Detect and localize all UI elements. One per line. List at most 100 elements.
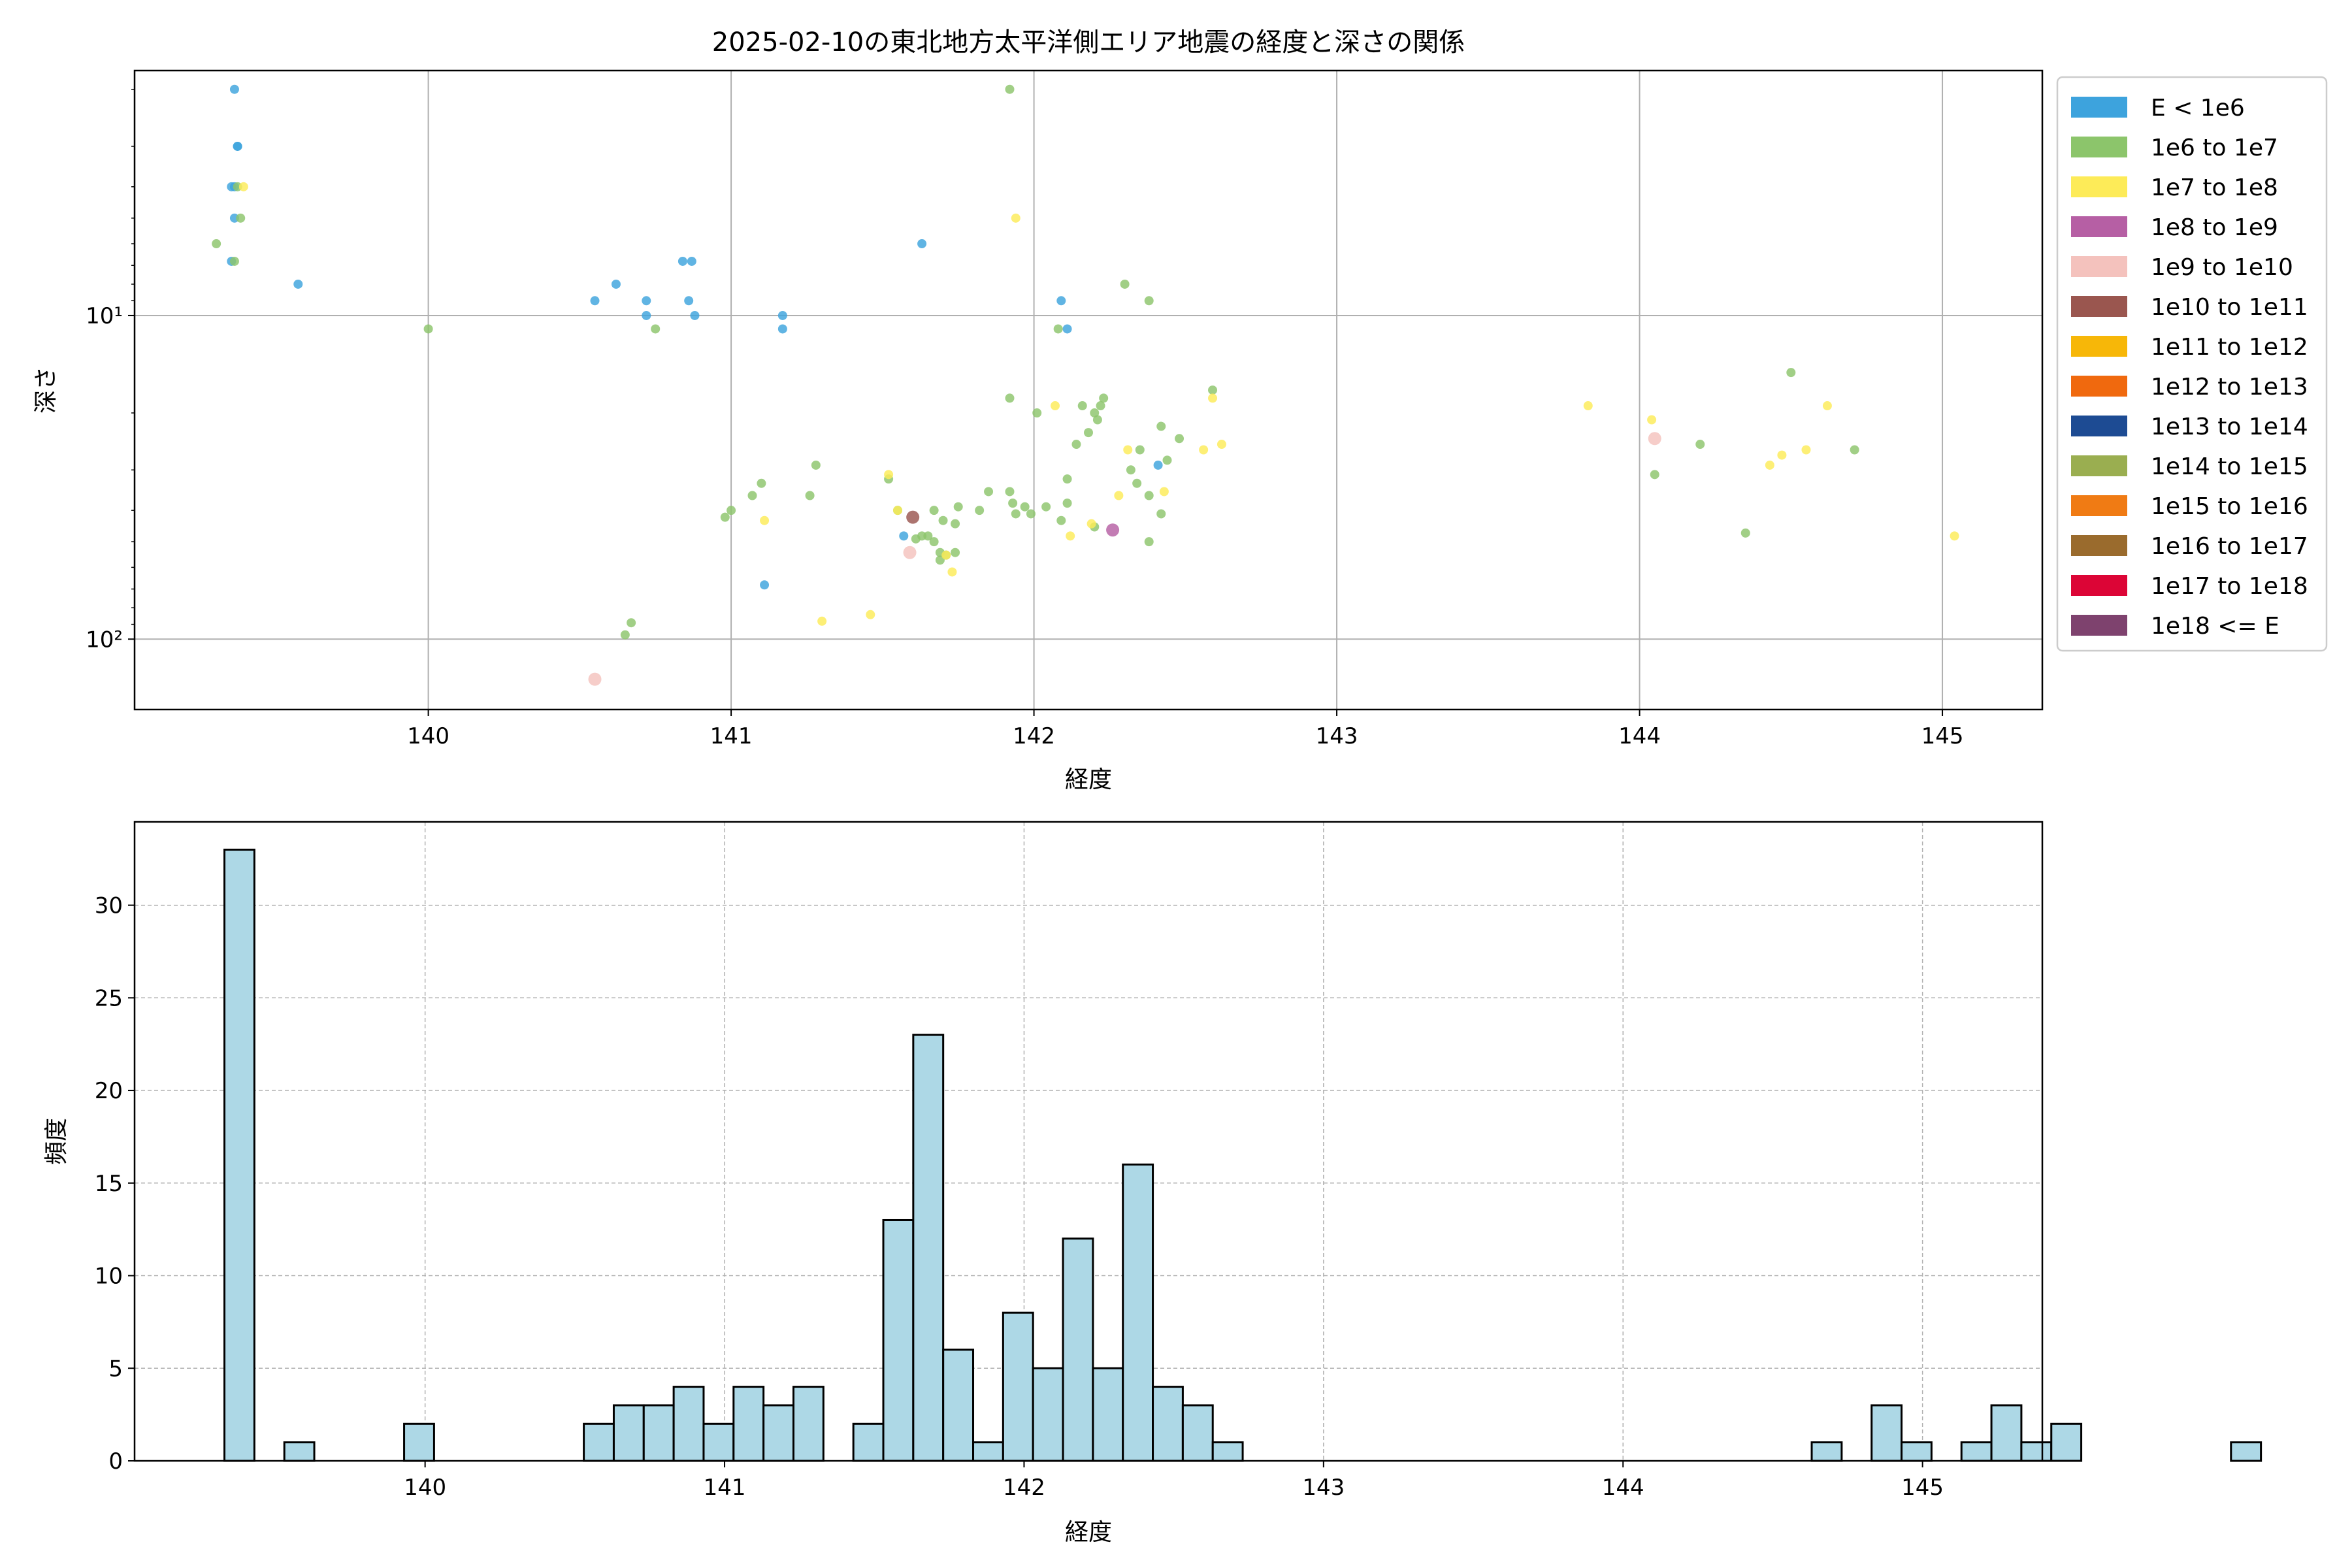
scatter-point-1e7_1e8 (238, 182, 248, 191)
scatter-point-1e6_1e7 (720, 512, 730, 522)
scatter-point-E_lt_1e6 (611, 279, 621, 289)
scatter-point-1e6_1e7 (1062, 498, 1072, 508)
legend-swatch (2071, 296, 2127, 317)
histogram-bar (1032, 1367, 1064, 1462)
scatter-point-1e6_1e7 (1650, 470, 1659, 480)
scatter-point-1e6_1e7 (1144, 537, 1154, 547)
scatter-point-1e7_1e8 (1765, 460, 1774, 470)
scatter-point-1e7_1e8 (1950, 531, 1959, 541)
legend-label: 1e18 <= E (2151, 613, 2279, 640)
histogram-bar (1960, 1441, 1993, 1462)
scatter-point-1e8_1e9 (1106, 523, 1120, 537)
scatter-point-1e6_1e7 (1096, 401, 1105, 411)
scatter-point-1e6_1e7 (1005, 393, 1015, 403)
scatter-point-1e10_1e11 (906, 510, 920, 524)
scatter-point-E_lt_1e6 (233, 141, 242, 151)
histogram-bars (223, 849, 2262, 1462)
histogram-x-tick-label: 140 (404, 1475, 446, 1501)
scatter-point-1e6_1e7 (423, 324, 433, 334)
histogram-y-tick-label: 0 (108, 1448, 123, 1475)
histogram-bar (2050, 1422, 2083, 1462)
scatter-point-1e6_1e7 (1053, 324, 1063, 334)
scatter-point-1e7_1e8 (1066, 531, 1075, 541)
scatter-point-1e6_1e7 (1005, 487, 1015, 497)
legend-swatch (2071, 416, 2127, 436)
scatter-point-1e6_1e7 (1208, 385, 1218, 395)
legend-label: 1e12 to 1e13 (2151, 374, 2308, 400)
scatter-x-tick-label: 141 (710, 723, 753, 749)
scatter-point-1e6_1e7 (1092, 415, 1102, 425)
histogram-bar (1092, 1367, 1124, 1462)
scatter-point-E_lt_1e6 (1056, 296, 1066, 306)
scatter-y-ticks: 10¹ 10² (86, 88, 135, 653)
scatter-point-1e6_1e7 (951, 547, 960, 557)
legend-swatch (2071, 216, 2127, 237)
scatter-point-1e7_1e8 (947, 567, 957, 577)
histogram-bar (852, 1422, 885, 1462)
scatter-point-1e9_1e10 (1648, 432, 1661, 446)
scatter-point-1e6_1e7 (747, 491, 757, 500)
scatter-point-1e6_1e7 (1026, 509, 1036, 519)
histogram-bar (912, 1034, 945, 1462)
scatter-points (212, 84, 1959, 686)
scatter-y-label: 深さ (33, 367, 59, 414)
scatter-x-tick-label: 142 (1013, 723, 1055, 749)
histogram-bar (583, 1422, 615, 1462)
scatter-point-1e6_1e7 (1120, 279, 1130, 289)
histogram-y-tick-label: 15 (95, 1171, 123, 1197)
scatter-point-1e7_1e8 (893, 506, 902, 515)
scatter-point-1e6_1e7 (935, 555, 945, 565)
scatter-point-1e6_1e7 (1011, 509, 1021, 519)
histogram-bar (283, 1441, 316, 1462)
scatter-x-tick-label: 144 (1618, 723, 1661, 749)
histogram-y-tick-label: 10 (95, 1264, 123, 1290)
scatter-point-1e6_1e7 (651, 324, 661, 334)
scatter-point-1e6_1e7 (1175, 434, 1184, 444)
scatter-point-1e7_1e8 (1086, 519, 1096, 529)
scatter-point-1e6_1e7 (620, 630, 630, 640)
histogram-bar (403, 1422, 435, 1462)
legend-swatch (2071, 535, 2127, 556)
histogram-x-tick-label: 142 (1003, 1475, 1045, 1501)
scatter-point-1e6_1e7 (923, 531, 933, 541)
scatter-point-1e7_1e8 (1647, 415, 1657, 425)
histogram-bar (1152, 1386, 1184, 1462)
scatter-point-1e6_1e7 (1850, 445, 1859, 455)
legend-label: 1e6 to 1e7 (2151, 135, 2278, 161)
scatter-point-1e6_1e7 (911, 534, 921, 544)
scatter-point-1e6_1e7 (229, 256, 239, 266)
histogram-bar (792, 1386, 825, 1462)
scatter-point-1e6_1e7 (1032, 408, 1042, 418)
scatter-point-1e6_1e7 (1077, 401, 1087, 411)
scatter-point-1e7_1e8 (1114, 491, 1124, 500)
scatter-point-1e6_1e7 (1041, 502, 1051, 512)
histogram-bar (702, 1422, 735, 1462)
histogram-bar (1810, 1441, 1843, 1462)
scatter-point-E_lt_1e6 (590, 296, 600, 306)
scatter-point-1e6_1e7 (1144, 491, 1154, 500)
histogram-bar (972, 1441, 1004, 1462)
scatter-point-1e6_1e7 (236, 213, 246, 223)
histogram-bar (1990, 1404, 2023, 1462)
scatter-point-1e9_1e10 (903, 546, 917, 559)
scatter-point-1e6_1e7 (811, 460, 821, 470)
scatter-point-1e6_1e7 (1099, 393, 1109, 403)
histogram-x-label: 経度 (1065, 1519, 1112, 1546)
histogram-y-ticks: 0 5 10 15 20 25 30 (95, 893, 135, 1475)
scatter-point-1e6_1e7 (805, 491, 815, 500)
scatter-point-E_lt_1e6 (690, 310, 700, 320)
scatter-y-tick-label: 10¹ (86, 303, 123, 329)
histogram-y-tick-label: 5 (108, 1356, 123, 1382)
scatter-axes-frame (133, 69, 2044, 711)
scatter-point-1e6_1e7 (953, 502, 963, 512)
histogram-bar (1122, 1163, 1154, 1462)
scatter-point-1e7_1e8 (1051, 401, 1060, 411)
scatter-point-1e7_1e8 (1199, 445, 1209, 455)
legend: E < 1e6 1e6 to 1e7 1e7 to 1e8 1e8 to 1e9 1e9… (2056, 76, 2328, 652)
legend-label: 1e9 to 1e10 (2151, 254, 2293, 281)
scatter-point-1e6_1e7 (1084, 428, 1093, 438)
scatter-point-1e6_1e7 (1056, 515, 1066, 525)
legend-swatch (2071, 336, 2127, 357)
scatter-point-1e6_1e7 (1740, 528, 1750, 538)
